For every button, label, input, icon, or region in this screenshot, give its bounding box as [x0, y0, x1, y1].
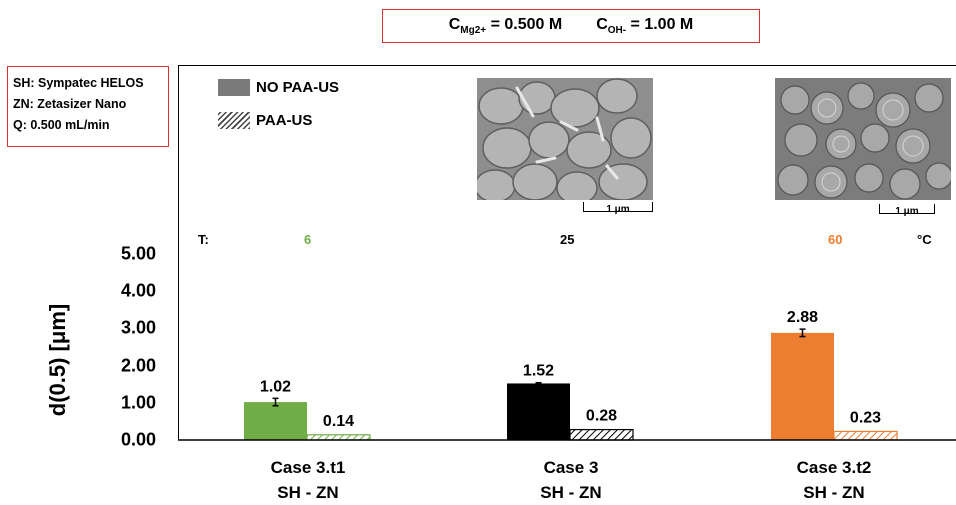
concentration-box: CMg2+ = 0.500 M COH- = 1.00 M — [382, 9, 760, 43]
data-label-no-paa-us: 1.52 — [523, 363, 554, 380]
temperature-unit: °C — [917, 232, 932, 247]
x-tick-label: Case 3.t2 — [796, 458, 872, 477]
legend-hatch-swatch — [218, 112, 250, 129]
data-label-no-paa-us: 1.02 — [260, 378, 291, 395]
bar-no-paa-us — [507, 383, 570, 440]
temperature-prefix: T: — [198, 232, 209, 247]
legend-label-no-paa: NO PAA-US — [256, 79, 340, 96]
y-tick-label: 3.00 — [120, 317, 156, 338]
y-tick-label: 1.00 — [120, 392, 156, 413]
info-line-sh: SH: Sympatec HELOS — [13, 76, 144, 90]
error-bar — [272, 397, 279, 407]
x-tick-label: Case 3.t1 — [270, 458, 346, 477]
x-subtick-label: SH - ZN — [277, 483, 339, 502]
instrument-info-box: SH: Sympatec HELOS ZN: Zetasizer Nano Q:… — [7, 66, 169, 147]
error-bar — [535, 381, 542, 385]
sem-image-left — [477, 78, 653, 200]
temperature-case-3: 25 — [560, 232, 575, 247]
temperature-case-t1: 6 — [304, 232, 312, 247]
info-line-zn: ZN: Zetasizer Nano — [13, 97, 127, 111]
bar-paa-us — [569, 428, 634, 441]
legend-label-paa: PAA-US — [256, 112, 313, 129]
data-label-no-paa-us: 2.88 — [787, 309, 818, 326]
plot-frame-top — [178, 65, 956, 66]
x-category-case-t1: Case 3.t1 SH - ZN — [228, 455, 388, 505]
info-line-q: Q: 0.500 mL/min — [13, 118, 110, 132]
y-tick-label: 2.00 — [120, 355, 156, 376]
bar-paa-us — [306, 434, 371, 441]
temperature-case-t2: 60 — [828, 232, 843, 247]
legend-solid-swatch — [218, 79, 250, 96]
x-tick-label: Case 3 — [543, 458, 599, 477]
data-label-paa-us: 0.28 — [586, 408, 617, 425]
x-subtick-label: SH - ZN — [803, 483, 865, 502]
plot-frame-left — [178, 65, 179, 440]
y-tick-label: 5.00 — [120, 243, 156, 264]
data-label-paa-us: 0.23 — [850, 409, 881, 426]
x-category-case-t2: Case 3.t2 SH - ZN — [754, 455, 914, 505]
x-category-case-3: Case 3 SH - ZN — [491, 455, 651, 505]
scale-label-right: 1 μm — [895, 206, 919, 217]
scale-bar-left: 1 μm — [583, 202, 653, 215]
legend-entry-paa: PAA-US — [218, 112, 312, 129]
oh-concentration: COH- = 1.00 M — [596, 15, 694, 37]
scale-bar-right: 1 μm — [879, 204, 935, 217]
bar-no-paa-us — [771, 332, 834, 440]
y-tick-label: 4.00 — [120, 280, 156, 301]
legend-entry-no-paa: NO PAA-US — [218, 79, 339, 96]
y-tick-label: 0.00 — [120, 429, 156, 450]
bar-paa-us — [833, 430, 898, 441]
error-bar — [799, 328, 806, 338]
scale-label-left: 1 μm — [606, 204, 630, 215]
mg-concentration: CMg2+ = 0.500 M — [448, 15, 563, 37]
sem-image-right — [775, 78, 951, 200]
x-subtick-label: SH - ZN — [540, 483, 602, 502]
bar-no-paa-us — [244, 402, 307, 440]
data-label-paa-us: 0.14 — [323, 413, 354, 430]
